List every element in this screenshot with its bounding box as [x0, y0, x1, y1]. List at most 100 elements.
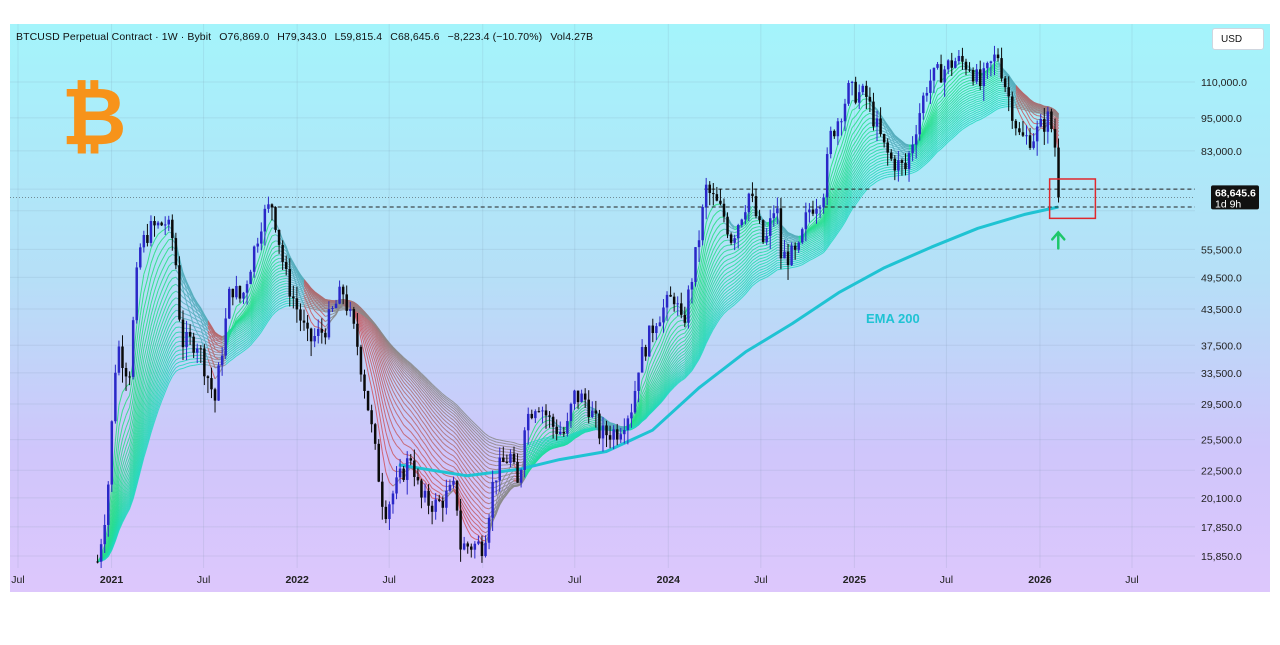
ribbon-segment — [193, 303, 198, 308]
ribbon-segment — [542, 416, 547, 418]
ribbon-segment — [197, 326, 201, 330]
ribbon-segment — [944, 105, 949, 111]
ribbon-segment — [232, 326, 237, 331]
ribbon-segment — [164, 313, 170, 323]
ribbon-segment — [730, 227, 735, 230]
ribbon-segment — [421, 399, 426, 406]
ribbon-segment — [752, 247, 757, 251]
ribbon-segment — [470, 518, 476, 524]
ribbon-segment — [744, 257, 750, 263]
ribbon-segment — [819, 219, 824, 224]
ribbon-segment — [453, 460, 458, 466]
ribbon-segment — [890, 135, 896, 145]
ribbon-segment — [403, 433, 408, 438]
ribbon-segment — [125, 427, 131, 438]
ribbon-segment — [819, 222, 824, 227]
ribbon-segment — [364, 330, 369, 341]
ribbon-segment — [769, 243, 775, 247]
ribbon-segment — [681, 347, 686, 351]
ribbon-segment — [1011, 82, 1017, 87]
ribbon-segment — [592, 419, 596, 422]
ribbon-segment — [356, 311, 362, 320]
ribbon-segment — [819, 224, 824, 228]
ribbon-segment — [132, 371, 138, 399]
ribbon-segment — [495, 495, 501, 501]
ribbon-segment — [819, 211, 825, 217]
ribbon-segment — [442, 422, 447, 427]
ribbon-segment — [937, 123, 942, 127]
ribbon-segment — [837, 196, 842, 203]
ribbon-segment — [218, 337, 223, 340]
ribbon-segment — [819, 231, 824, 236]
ribbon-segment — [236, 320, 241, 324]
ribbon-segment — [374, 405, 380, 429]
ribbon-segment — [958, 65, 963, 68]
ribbon-segment — [610, 423, 614, 425]
ribbon-segment — [157, 332, 163, 343]
ribbon-segment — [709, 234, 714, 244]
ribbon-segment — [890, 133, 896, 138]
ribbon-segment — [442, 431, 447, 436]
ribbon-segment — [652, 372, 657, 381]
ribbon-segment — [954, 104, 960, 110]
ribbon-segment — [702, 246, 707, 265]
ribbon-segment — [912, 156, 917, 159]
ribbon-segment — [478, 499, 483, 506]
ribbon-segment — [855, 153, 860, 160]
ribbon-segment — [855, 144, 860, 152]
ribbon-segment — [638, 413, 643, 421]
ribbon-segment — [275, 261, 280, 265]
ribbon-segment — [716, 265, 721, 273]
ribbon-segment — [673, 331, 679, 337]
ribbon-segment — [150, 361, 156, 376]
ribbon-segment — [378, 338, 383, 348]
ribbon-segment — [613, 423, 618, 427]
ribbon-segment — [545, 423, 550, 427]
ribbon-segment — [186, 309, 191, 312]
ribbon-segment — [1015, 89, 1020, 93]
ribbon-segment — [428, 476, 433, 483]
ribbon-segment — [143, 279, 148, 293]
ribbon-segment — [844, 186, 850, 195]
ribbon-segment — [211, 336, 216, 341]
ribbon-segment — [830, 211, 835, 219]
ribbon-segment — [702, 276, 707, 291]
ribbon-segment — [645, 393, 650, 403]
ribbon-segment — [1026, 125, 1031, 133]
chart-area[interactable]: 110,000.0 95,000.0 83,000.0 55,500.0 49,500.… — [10, 24, 1270, 592]
ribbon-segment — [314, 293, 319, 297]
plot-area[interactable] — [10, 45, 1195, 569]
ribbon-segment — [531, 444, 536, 453]
ribbon-segment — [506, 463, 511, 466]
ribbon-segment — [577, 411, 582, 416]
ribbon-segment — [193, 321, 198, 325]
ribbon-segment — [819, 220, 824, 225]
ribbon-segment — [833, 191, 839, 200]
ribbon-segment — [705, 265, 711, 277]
ribbon-segment — [388, 444, 394, 455]
ribbon-segment — [862, 146, 867, 152]
ribbon-segment — [446, 451, 451, 455]
ribbon-segment — [876, 148, 881, 151]
ribbon-segment — [239, 309, 244, 316]
ribbon-segment — [136, 296, 141, 326]
ribbon-segment — [378, 375, 383, 391]
ribbon-segment — [840, 134, 846, 146]
ribbon-segment — [858, 158, 864, 165]
ribbon-segment — [399, 380, 405, 387]
ribbon-segment — [510, 485, 515, 490]
ribbon-segment — [413, 409, 419, 415]
ribbon-segment — [855, 129, 860, 137]
ribbon-segment — [673, 352, 679, 358]
ribbon-segment — [987, 96, 992, 100]
ribbon-segment — [431, 435, 437, 441]
ribbon-segment — [275, 282, 280, 286]
ribbon-segment — [698, 300, 704, 313]
ribbon-segment — [392, 453, 397, 459]
ribbon-segment — [951, 92, 956, 98]
ribbon-segment — [919, 141, 924, 147]
ribbon-segment — [154, 355, 159, 369]
ribbon-segment — [118, 499, 123, 512]
price-chart-svg[interactable]: 110,000.095,000.083,000.055,500.049,500.… — [10, 24, 1270, 592]
ribbon-segment — [467, 449, 472, 455]
